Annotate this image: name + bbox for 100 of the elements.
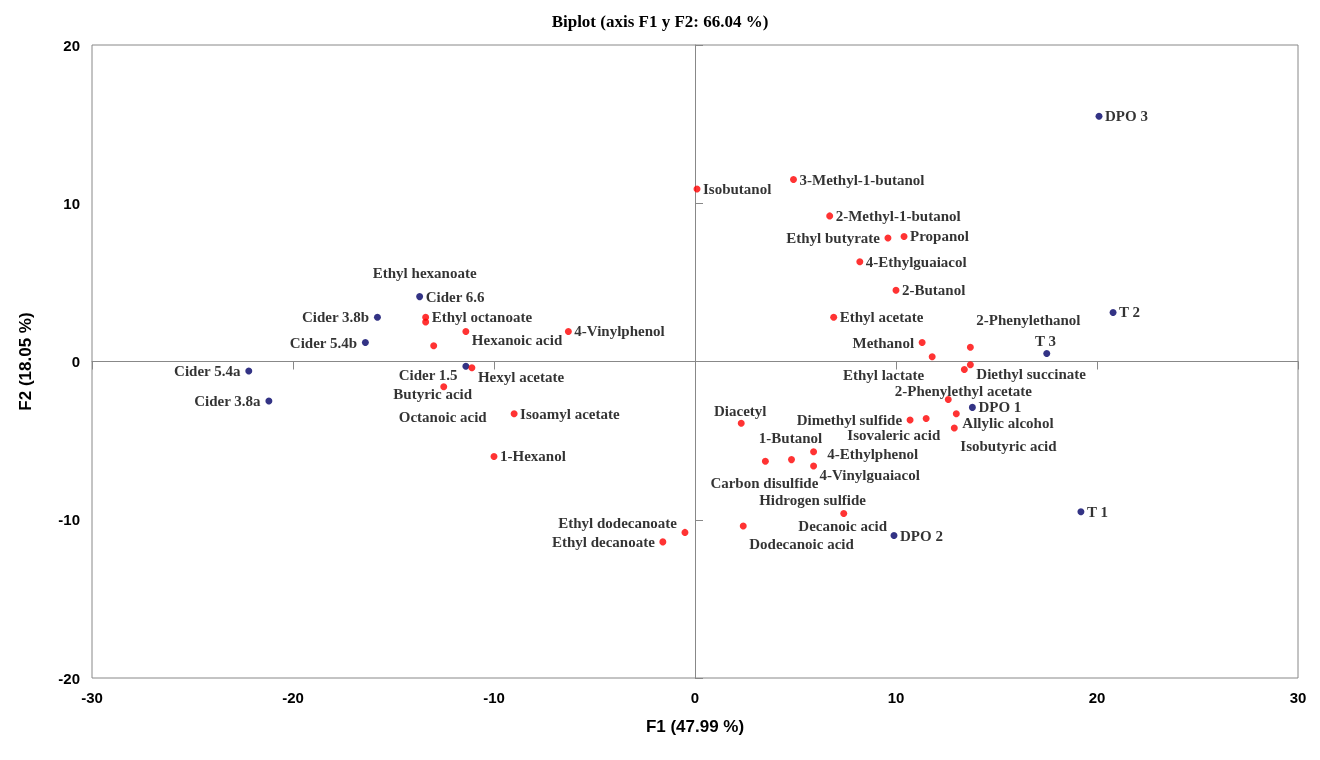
x-tick-label: -30 <box>81 689 103 706</box>
point <box>810 448 818 456</box>
point <box>966 361 974 369</box>
point <box>737 419 745 427</box>
annotation: DPO 1 <box>978 399 1022 416</box>
x-tick-label: -10 <box>483 689 505 706</box>
y-tick-label: -10 <box>58 511 80 529</box>
annotation: Diethyl succinate <box>976 365 1087 382</box>
annotation: DPO 2 <box>899 527 943 544</box>
point <box>1095 112 1103 120</box>
point <box>928 353 936 361</box>
y-tick-label: -20 <box>58 669 80 687</box>
point <box>462 327 470 335</box>
x-axis-title: F1 (47.99 %) <box>645 717 745 736</box>
annotation: Isovaleric acid <box>847 427 941 444</box>
point <box>1109 308 1117 316</box>
annotation: Isobutyric acid <box>960 437 1058 454</box>
annotation: 1-Butanol <box>758 430 823 447</box>
annotation: Cider 3.8b <box>301 309 370 326</box>
y-tick-label: 20 <box>63 36 80 54</box>
point <box>373 313 381 321</box>
y-tick-label: 0 <box>71 353 80 370</box>
x-tick-label: 30 <box>1289 689 1307 706</box>
annotation: Cider 1.5 <box>398 367 458 384</box>
annotation: Hexyl acetate <box>477 368 565 385</box>
annotation: 3-Methyl-1-butanol <box>799 171 925 188</box>
y-axis-title: F2 (18.05 %) <box>16 312 35 411</box>
point <box>787 456 795 464</box>
point <box>968 403 976 411</box>
annotation: T 1 <box>1086 503 1108 520</box>
y-tick-label: 10 <box>63 194 80 212</box>
point <box>1043 350 1051 358</box>
x-tick-label: 0 <box>690 689 700 706</box>
x-tick-label: 10 <box>887 689 905 706</box>
annotation: Hexanoic acid <box>471 332 563 349</box>
annotation: Ethyl hexanoate <box>372 265 477 282</box>
point <box>790 176 797 184</box>
annotation: DPO 3 <box>1105 108 1148 125</box>
point <box>960 365 968 373</box>
point <box>245 367 253 375</box>
annotation: Cider 6.6 <box>425 288 486 305</box>
point <box>1077 508 1085 516</box>
annotation: Propanol <box>910 228 969 245</box>
point <box>950 424 958 432</box>
point <box>681 528 689 536</box>
annotation: Dodecanoic acid <box>749 536 855 553</box>
point <box>840 509 848 517</box>
point <box>922 414 930 422</box>
chart-title: Biplot (axis F1 y F2: 66.04 %) <box>551 12 769 31</box>
point <box>826 212 834 220</box>
point <box>462 362 470 370</box>
point <box>900 232 908 240</box>
annotation: Dimethyl sulfide <box>796 412 903 429</box>
annotation: Ethyl butyrate <box>786 230 881 247</box>
x-tick-label: 20 <box>1088 689 1106 706</box>
annotation: 4-Ethylphenol <box>827 446 919 463</box>
point <box>490 452 498 460</box>
annotation: 2-Methyl-1-butanol <box>835 207 961 224</box>
annotation: Isoamyl acetate <box>520 405 620 422</box>
annotation: T 3 <box>1035 333 1057 350</box>
point <box>416 293 424 301</box>
point <box>856 258 864 266</box>
annotation: Cider 5.4b <box>289 334 358 351</box>
annotation: Ethyl decanoate <box>551 533 656 550</box>
annotation: Butyric acid <box>393 386 473 403</box>
point <box>564 327 572 335</box>
point <box>361 339 369 347</box>
point <box>510 410 518 418</box>
annotation: Cider 3.8a <box>194 393 262 410</box>
annotation: Allylic alcohol <box>962 414 1054 431</box>
point <box>739 522 747 530</box>
point <box>952 410 960 418</box>
annotation: Ethyl lactate <box>842 366 925 383</box>
point <box>918 339 926 347</box>
annotation: 2-Butanol <box>902 282 966 299</box>
point <box>468 364 476 372</box>
point <box>966 343 974 351</box>
annotation: Isobutanol <box>703 181 772 198</box>
annotation: T 2 <box>1119 304 1141 321</box>
annotation: Ethyl dodecanoate <box>558 515 678 532</box>
annotation: 4-Vinylguaiacol <box>819 466 920 483</box>
annotation: Carbon disulfide <box>710 474 819 491</box>
annotation: Diacetyl <box>713 402 767 419</box>
point <box>830 313 838 321</box>
point <box>430 342 438 350</box>
annotation: Octanoic acid <box>398 409 488 426</box>
annotation: 2-Phenylethyl acetate <box>894 382 1033 399</box>
annotation: Decanoic acid <box>798 517 888 534</box>
point <box>659 538 667 546</box>
annotation: Hidrogen sulfide <box>759 492 867 509</box>
annotation: 1-Hexanol <box>500 448 566 465</box>
annotation: Ethyl octanoate <box>431 309 533 326</box>
annotation: 4-Ethylguaiacol <box>865 253 967 270</box>
point <box>892 286 900 294</box>
point <box>810 462 818 470</box>
point <box>890 532 898 540</box>
annotation: Ethyl acetate <box>839 309 924 326</box>
annotation: 4-Vinylphenol <box>574 323 665 340</box>
annotation: Cider 5.4a <box>174 362 242 379</box>
point <box>761 457 769 465</box>
